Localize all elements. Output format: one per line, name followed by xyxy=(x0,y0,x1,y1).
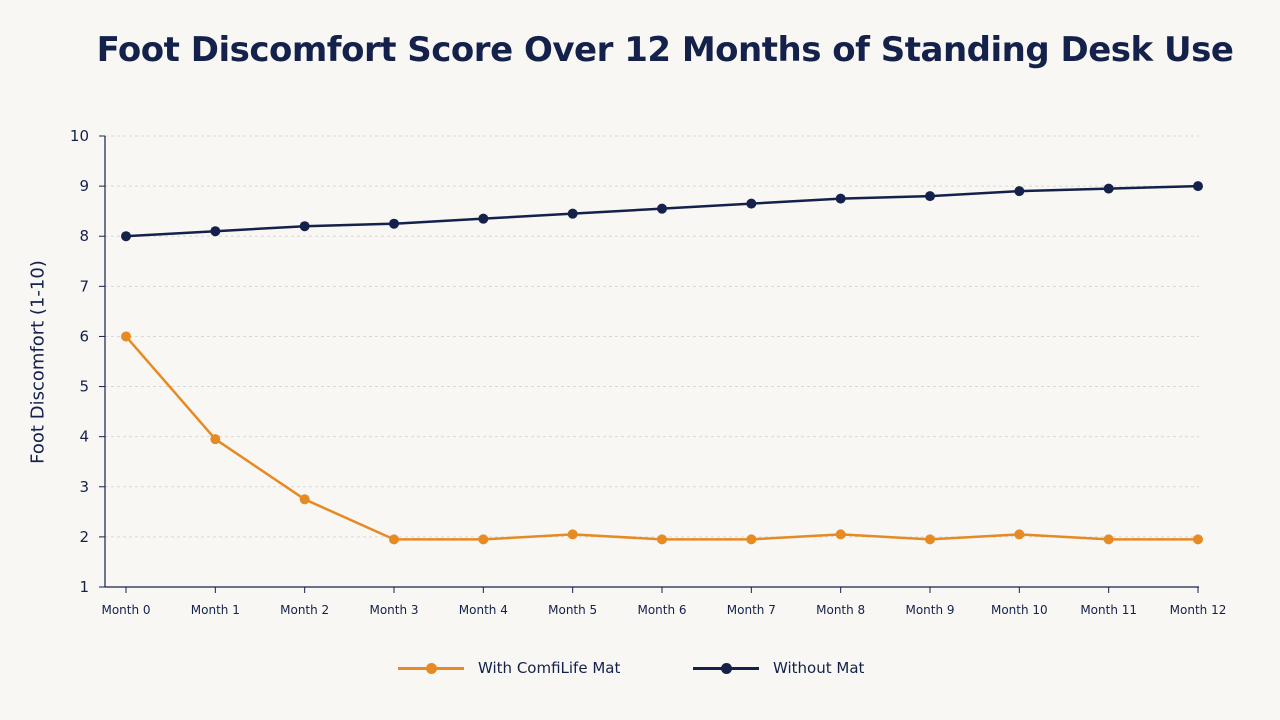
data-point[interactable] xyxy=(210,226,221,237)
x-ticks: Month 0 Month 1 Month 2 Month 3 Month 4 Month… xyxy=(101,587,1226,617)
data-point[interactable] xyxy=(1103,534,1114,545)
data-point[interactable] xyxy=(746,534,757,545)
data-point[interactable] xyxy=(925,534,935,545)
data-point[interactable] xyxy=(567,208,578,219)
x-tick-label: Month 0 xyxy=(101,603,150,617)
x-tick-label: Month 9 xyxy=(905,603,954,617)
data-point[interactable] xyxy=(746,198,757,209)
data-point[interactable] xyxy=(210,434,221,445)
legend-swatch-without-mat xyxy=(693,656,759,680)
y-tick-label: 4 xyxy=(79,428,89,446)
y-tick-label: 6 xyxy=(79,327,89,345)
x-tick-label: Month 7 xyxy=(727,603,776,617)
data-point[interactable] xyxy=(1014,529,1025,540)
y-tick-label: 1 xyxy=(79,578,89,596)
y-tick-label: 3 xyxy=(79,478,89,496)
data-point[interactable] xyxy=(478,213,489,224)
legend-swatch-with-mat xyxy=(398,656,464,680)
grid-lines xyxy=(105,135,1199,538)
data-point[interactable] xyxy=(657,203,667,214)
data-point[interactable] xyxy=(478,534,489,545)
y-tick-label: 2 xyxy=(79,528,89,546)
y-ticks: 1 2 3 4 5 6 7 8 9 10 xyxy=(70,127,105,596)
y-tick-label: 8 xyxy=(79,227,89,245)
x-tick-label: Month 11 xyxy=(1080,603,1137,617)
chart-title: Foot Discomfort Score Over 12 Months of … xyxy=(96,30,1234,70)
legend-label-without-mat: Without Mat xyxy=(773,659,865,677)
y-tick-label: 10 xyxy=(70,127,89,145)
x-tick-label: Month 1 xyxy=(191,603,240,617)
data-point[interactable] xyxy=(389,218,399,229)
data-point[interactable] xyxy=(1014,186,1025,197)
data-point[interactable] xyxy=(925,191,935,202)
data-point[interactable] xyxy=(835,193,846,204)
legend-item-with-mat[interactable]: With ComfiLife Mat xyxy=(398,656,620,680)
axes xyxy=(104,136,1199,588)
series-line xyxy=(125,335,1198,541)
x-tick-label: Month 8 xyxy=(816,603,865,617)
y-tick-label: 5 xyxy=(79,378,89,396)
y-tick-label: 7 xyxy=(79,277,89,295)
data-point[interactable] xyxy=(121,331,131,342)
x-tick-label: Month 5 xyxy=(548,603,597,617)
x-tick-label: Month 4 xyxy=(459,603,508,617)
x-tick-label: Month 10 xyxy=(991,603,1048,617)
data-point[interactable] xyxy=(299,221,310,232)
data-point[interactable] xyxy=(1103,183,1114,194)
data-point[interactable] xyxy=(121,231,131,242)
y-tick-label: 9 xyxy=(79,177,89,195)
x-tick-label: Month 12 xyxy=(1170,603,1227,617)
series xyxy=(121,181,1203,545)
x-tick-label: Month 2 xyxy=(280,603,329,617)
data-point[interactable] xyxy=(1193,181,1203,192)
data-point[interactable] xyxy=(657,534,667,545)
legend-label-with-mat: With ComfiLife Mat xyxy=(478,659,621,677)
data-point[interactable] xyxy=(567,529,578,540)
x-tick-label: Month 6 xyxy=(637,603,686,617)
data-point[interactable] xyxy=(1193,534,1203,545)
legend-item-without-mat[interactable]: Without Mat xyxy=(693,656,864,680)
legend: With ComfiLife Mat Without Mat xyxy=(0,656,1280,680)
data-point[interactable] xyxy=(835,529,846,540)
data-point[interactable] xyxy=(299,494,310,505)
data-point[interactable] xyxy=(389,534,399,545)
x-tick-label: Month 3 xyxy=(369,603,418,617)
